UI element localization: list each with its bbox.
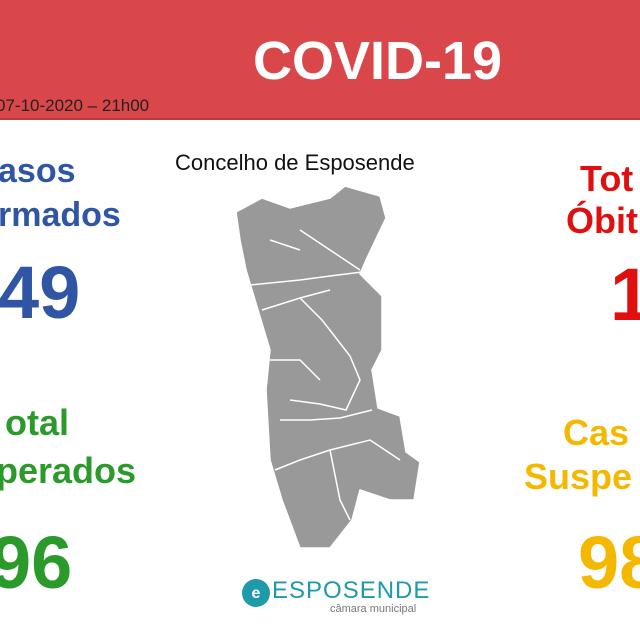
date: 07-10-2020 – 21h00 [0,96,150,115]
map-region [235,185,421,549]
recovered-label: otal [5,402,70,443]
title: COVID-19 [253,31,503,91]
cases-label: asos [0,152,76,190]
logo-subtitle: câmara municipal [330,603,417,615]
header-banner [0,0,640,120]
cases-value: 49 [0,251,81,334]
suspect-value: 98 [578,521,640,604]
recovered-value: 96 [0,521,73,604]
deaths-label: Tot [580,158,634,199]
suspect-label: Cas [563,412,630,453]
cases-label: rmados [0,196,121,234]
logo-mark: e [252,585,261,602]
suspect-label: Suspe [524,456,633,497]
recovered-label: perados [0,450,137,491]
map-borders [249,229,401,521]
deaths-label: Óbit [566,200,638,241]
deaths-value: 1 [610,253,640,336]
logo-icon [242,579,270,607]
map-title: Concelho de Esposende [175,150,415,175]
logo-name: ESPOSENDE [272,577,431,604]
